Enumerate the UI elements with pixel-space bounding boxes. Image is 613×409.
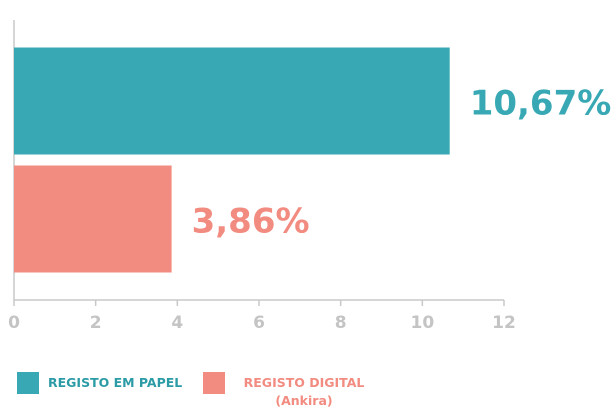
value-label: 10,67% — [470, 84, 612, 124]
x-tick-label: 10 — [410, 313, 434, 333]
legend-swatch — [17, 372, 39, 394]
x-tick-label: 12 — [492, 313, 516, 333]
x-tick-label: 8 — [335, 313, 347, 333]
legend-entry: REGISTO EM PAPEL — [17, 372, 182, 394]
legend-entry: REGISTO DIGITAL (Ankira) — [203, 372, 374, 409]
legend-label: REGISTO EM PAPEL — [48, 375, 183, 390]
legend-swatch — [203, 372, 225, 394]
x-tick-label: 4 — [171, 313, 183, 333]
x-tick-label: 0 — [8, 313, 20, 333]
legend-label: REGISTO DIGITAL (Ankira) — [243, 375, 365, 408]
bar — [14, 165, 172, 273]
bar — [14, 47, 450, 155]
x-tick-label: 6 — [253, 313, 265, 333]
value-label: 3,86% — [192, 202, 310, 242]
x-tick-label: 2 — [90, 313, 102, 333]
